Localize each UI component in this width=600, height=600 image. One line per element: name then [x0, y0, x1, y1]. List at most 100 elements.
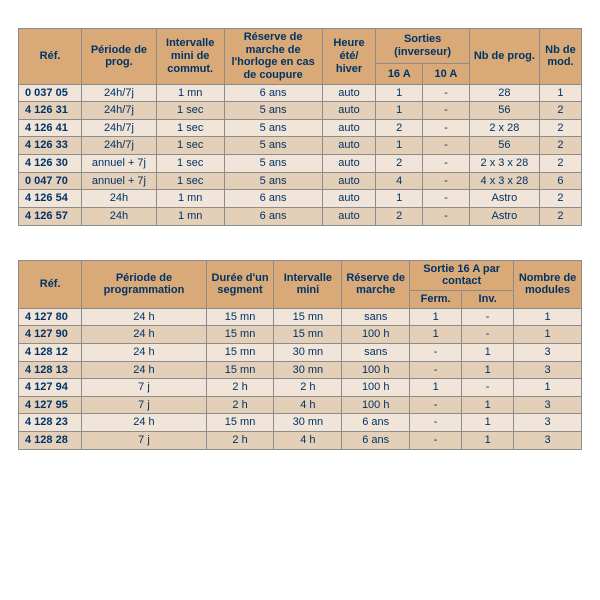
cell-duree: 15 mn: [206, 343, 274, 361]
cell-ferm: 1: [410, 308, 462, 326]
product-table-2: Réf. Période de programmation Durée d'un…: [18, 260, 582, 450]
cell-reserve: sans: [342, 343, 410, 361]
col-sorties: Sorties (inverseur): [376, 29, 469, 64]
cell-ref: 4 128 28: [19, 432, 82, 450]
cell-ferm: -: [410, 414, 462, 432]
cell-s10: -: [423, 172, 470, 190]
cell-prog: Astro: [469, 208, 539, 226]
cell-reserve: 5 ans: [224, 137, 322, 155]
cell-interv: 1 mn: [156, 190, 224, 208]
cell-mod: 1: [514, 326, 582, 344]
cell-ferm: 1: [410, 379, 462, 397]
cell-s16: 2: [376, 119, 423, 137]
cell-reserve: 6 ans: [224, 208, 322, 226]
cell-interv: 1 sec: [156, 172, 224, 190]
cell-reserve: sans: [342, 308, 410, 326]
cell-s10: -: [423, 102, 470, 120]
col-intervalle: Intervalle mini de commut.: [156, 29, 224, 85]
cell-heure: auto: [322, 208, 376, 226]
cell-interv: 30 mn: [274, 361, 342, 379]
cell-ref: 4 126 57: [19, 208, 82, 226]
cell-mod: 1: [539, 84, 581, 102]
cell-ref: 4 126 41: [19, 119, 82, 137]
cell-inv: 1: [462, 432, 514, 450]
cell-prog: 56: [469, 102, 539, 120]
cell-duree: 2 h: [206, 379, 274, 397]
cell-heure: auto: [322, 172, 376, 190]
col2-ref: Réf.: [19, 260, 82, 308]
table-row: 4 126 3124h/7j1 sec5 ansauto1-562: [19, 102, 582, 120]
cell-duree: 2 h: [206, 432, 274, 450]
table-row: 4 126 3324h/7j1 sec5 ansauto1-562: [19, 137, 582, 155]
cell-reserve: 100 h: [342, 379, 410, 397]
cell-mod: 3: [514, 396, 582, 414]
cell-mod: 3: [514, 432, 582, 450]
cell-interv: 1 mn: [156, 208, 224, 226]
table-row: 4 126 30annuel + 7j1 sec5 ansauto2-2 x 3…: [19, 155, 582, 173]
cell-prog: 2 x 28: [469, 119, 539, 137]
col2-inv: Inv.: [462, 290, 514, 308]
table-row: 4 126 4124h/7j1 sec5 ansauto2-2 x 282: [19, 119, 582, 137]
cell-reserve: 6 ans: [342, 432, 410, 450]
cell-periode: annuel + 7j: [82, 172, 157, 190]
cell-heure: auto: [322, 190, 376, 208]
cell-s10: -: [423, 208, 470, 226]
cell-ferm: -: [410, 343, 462, 361]
cell-prog: 4 x 3 x 28: [469, 172, 539, 190]
col2-reserve: Réserve de marche: [342, 260, 410, 308]
cell-periode: 7 j: [82, 379, 206, 397]
cell-ref: 4 128 23: [19, 414, 82, 432]
cell-interv: 30 mn: [274, 343, 342, 361]
table-row: 4 128 1324 h15 mn30 mn100 h-13: [19, 361, 582, 379]
cell-mod: 2: [539, 102, 581, 120]
cell-ferm: -: [410, 432, 462, 450]
col2-modules: Nombre de modules: [514, 260, 582, 308]
cell-periode: annuel + 7j: [82, 155, 157, 173]
cell-periode: 24h: [82, 208, 157, 226]
cell-interv: 1 sec: [156, 119, 224, 137]
cell-mod: 3: [514, 343, 582, 361]
cell-s16: 1: [376, 137, 423, 155]
cell-reserve: 100 h: [342, 361, 410, 379]
col-16a: 16 A: [376, 64, 423, 84]
cell-periode: 7 j: [82, 432, 206, 450]
col-ref: Réf.: [19, 29, 82, 85]
cell-periode: 24h/7j: [82, 119, 157, 137]
cell-periode: 24 h: [82, 308, 206, 326]
table-row: 4 128 287 j2 h4 h6 ans-13: [19, 432, 582, 450]
cell-heure: auto: [322, 102, 376, 120]
cell-mod: 6: [539, 172, 581, 190]
cell-mod: 2: [539, 137, 581, 155]
cell-prog: 2 x 3 x 28: [469, 155, 539, 173]
cell-periode: 24 h: [82, 361, 206, 379]
cell-reserve: 100 h: [342, 326, 410, 344]
cell-ferm: -: [410, 396, 462, 414]
cell-mod: 2: [539, 190, 581, 208]
table-row: 0 037 0524h/7j1 mn6 ansauto1-281: [19, 84, 582, 102]
col-nbmod: Nb de mod.: [539, 29, 581, 85]
cell-s10: -: [423, 137, 470, 155]
col-10a: 10 A: [423, 64, 470, 84]
cell-s10: -: [423, 190, 470, 208]
col2-duree: Durée d'un segment: [206, 260, 274, 308]
cell-prog: Astro: [469, 190, 539, 208]
cell-interv: 1 mn: [156, 84, 224, 102]
cell-mod: 3: [514, 361, 582, 379]
cell-ref: 4 126 33: [19, 137, 82, 155]
cell-s10: -: [423, 155, 470, 173]
cell-ref: 4 128 12: [19, 343, 82, 361]
cell-interv: 4 h: [274, 432, 342, 450]
cell-reserve: 6 ans: [224, 190, 322, 208]
table-row: 4 127 957 j2 h4 h100 h-13: [19, 396, 582, 414]
col-heure: Heure été/ hiver: [322, 29, 376, 85]
table-row: 4 126 5424h1 mn6 ansauto1-Astro2: [19, 190, 582, 208]
table-row: 4 127 9024 h15 mn15 mn100 h1-1: [19, 326, 582, 344]
cell-inv: 1: [462, 343, 514, 361]
cell-inv: -: [462, 308, 514, 326]
cell-ref: 4 127 94: [19, 379, 82, 397]
cell-periode: 24 h: [82, 414, 206, 432]
cell-mod: 2: [539, 208, 581, 226]
cell-prog: 28: [469, 84, 539, 102]
cell-interv: 1 sec: [156, 155, 224, 173]
cell-interv: 2 h: [274, 379, 342, 397]
